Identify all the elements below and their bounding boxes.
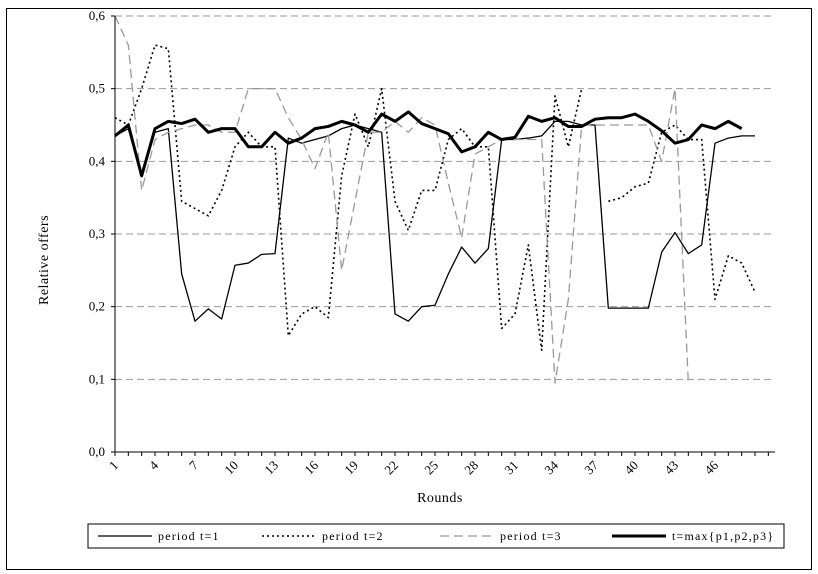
series-line-4: [114, 110, 743, 178]
y-tick-label: 0,6: [89, 8, 106, 23]
x-tick-label: 13: [261, 458, 281, 478]
x-tick-label: 43: [661, 458, 681, 478]
series-line-3: [114, 15, 689, 384]
x-tick-label: 25: [421, 458, 441, 478]
series-line-2: [114, 44, 756, 352]
series-line-1: [114, 120, 755, 322]
x-tick-label: 28: [461, 458, 481, 478]
axes: [111, 15, 775, 456]
x-tick-labels: 1 4 7 10 13 16 19 22 25 28 31 34 37 40 43 46: [106, 457, 722, 477]
y-tick-label: 0,0: [89, 444, 105, 459]
x-tick-label: 10: [221, 458, 241, 478]
x-tick-label: 40: [621, 458, 641, 478]
x-tick-label: 4: [146, 457, 162, 473]
y-tick-label: 0,2: [89, 299, 105, 314]
y-tick-label: 0,4: [89, 153, 106, 168]
x-tick-label: 16: [301, 457, 321, 477]
legend-label: period t=3: [500, 529, 562, 543]
x-tick-label: 7: [186, 457, 202, 473]
legend-label: period t=1: [158, 529, 220, 543]
x-tick-label: 1: [106, 458, 121, 473]
y-tick-label: 0,3: [89, 226, 105, 241]
legend-label: period t=2: [322, 529, 384, 543]
x-tick-label: 31: [501, 458, 521, 478]
y-axis-title: Relative offers: [37, 215, 52, 305]
x-tick-label: 37: [581, 457, 601, 477]
x-tick-label: 46: [701, 457, 721, 477]
x-axis-title: Rounds: [417, 491, 463, 506]
series-layer: [114, 15, 756, 384]
y-tick-labels: 0,0 0,1 0,2 0,3 0,4 0,5 0,6: [89, 8, 106, 459]
legend-label: t=max{p1,p2,p3}: [672, 529, 774, 543]
x-tick-label: 22: [381, 458, 401, 478]
y-tick-label: 0,5: [89, 81, 105, 96]
x-tick-label: 19: [341, 458, 361, 478]
legend: period t=1 period t=2 period t=3 t=max{p1,p…: [87, 523, 785, 549]
legend-box: [87, 523, 785, 549]
x-tick-label: 34: [541, 457, 561, 477]
y-tick-label: 0,1: [89, 371, 105, 386]
chart-frame: [6, 8, 812, 570]
